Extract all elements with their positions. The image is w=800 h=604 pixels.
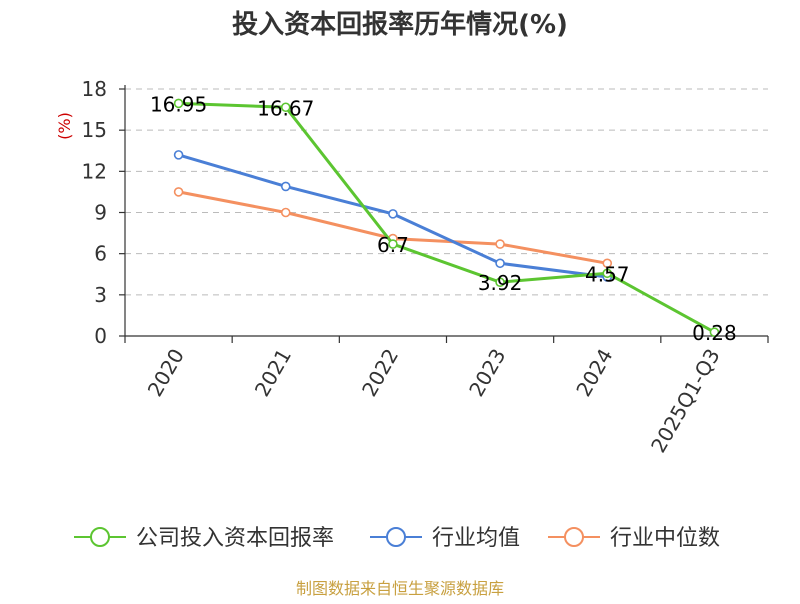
data-labels: 16.95 16.67 6.7 3.92 4.57 0.28	[150, 92, 737, 345]
data-point	[495, 239, 505, 249]
legend-swatch-marker	[386, 527, 406, 547]
data-point	[280, 181, 291, 192]
data-point	[602, 268, 613, 279]
x-tick-label: 2023	[464, 345, 510, 401]
y-tick-label: 6	[94, 242, 107, 266]
legend-label: 行业中位数	[610, 526, 720, 551]
data-label: 16.95	[150, 92, 207, 116]
grid	[125, 88, 768, 296]
y-tick-label: 0	[94, 324, 107, 348]
legend-swatch-marker	[90, 527, 110, 547]
data-point	[173, 187, 184, 197]
data-label: 0.28	[692, 321, 737, 345]
data-point	[173, 98, 184, 109]
legend-label: 行业均值	[432, 526, 520, 551]
y-tick-label: 9	[94, 201, 107, 225]
source-note: 制图数据来自恒生聚源数据库	[296, 579, 504, 598]
x-tick-label: 2025Q1-Q3	[646, 345, 725, 457]
legend: 公司投入资本回报率 行业均值 行业中位数	[74, 526, 720, 551]
x-tick-label: 2022	[357, 345, 403, 401]
data-point	[173, 150, 184, 160]
y-tick-label: 18	[82, 77, 107, 101]
data-point	[388, 209, 398, 219]
data-label: 6.7	[377, 233, 409, 257]
x-tick-label: 2024	[571, 345, 617, 401]
data-point	[388, 239, 398, 249]
series-line	[178, 101, 716, 334]
y-tick-label: 15	[82, 118, 107, 142]
legend-label: 公司投入资本回报率	[136, 526, 334, 551]
axes: 0 3 6 9 12 15 18 2020 2021 2022 2023 2024 2025Q1-Q3	[82, 77, 769, 457]
data-label: 16.67	[257, 96, 314, 120]
data-point	[709, 327, 720, 337]
x-tick-label: 2020	[143, 345, 189, 401]
data-point	[495, 277, 505, 288]
y-tick-label: 12	[82, 159, 107, 183]
data-point	[280, 102, 291, 113]
data-point	[602, 258, 613, 269]
x-tick-label: 2021	[250, 345, 296, 401]
data-label: 3.92	[478, 271, 523, 295]
series	[173, 98, 720, 337]
data-label: 4.57	[585, 262, 630, 286]
legend-swatch-marker	[564, 527, 584, 547]
chart-title: 投入资本回报率历年情况(%)	[232, 9, 568, 40]
data-point	[495, 258, 505, 269]
y-tick-label: 3	[94, 283, 107, 307]
y-axis-label: (%)	[55, 112, 74, 140]
data-point	[280, 207, 291, 218]
